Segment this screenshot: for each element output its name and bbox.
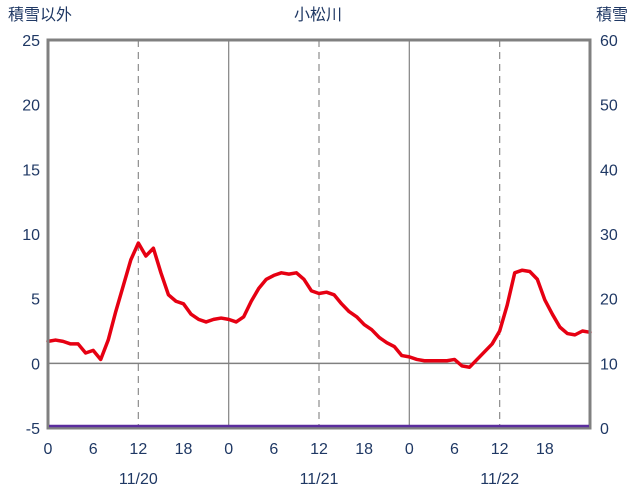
x-hour-tick-label: 18 [355, 441, 373, 458]
x-hour-tick-label: 0 [44, 441, 53, 458]
y-left-tick-label: 15 [22, 162, 40, 179]
y-right-tick-label: 60 [600, 33, 618, 50]
x-hour-tick-label: 6 [89, 441, 98, 458]
x-hour-tick-label: 18 [536, 441, 554, 458]
y-left-tick-label: 0 [31, 356, 40, 373]
x-hour-tick-label: 6 [269, 441, 278, 458]
x-hour-tick-label: 12 [491, 441, 509, 458]
y-right-tick-label: 30 [600, 227, 618, 244]
x-hour-tick-label: 12 [310, 441, 328, 458]
x-hour-tick-label: 0 [405, 441, 414, 458]
x-date-label: 11/21 [300, 471, 339, 488]
plot-border [46, 38, 592, 430]
x-date-label: 11/22 [480, 471, 519, 488]
chart-title: 小松川 [293, 7, 342, 24]
y-left-tick-label: 25 [22, 33, 40, 50]
y-left-tick-label: 10 [22, 227, 40, 244]
y-right-tick-label: 0 [600, 421, 609, 438]
y-left-tick-label: 20 [22, 98, 40, 115]
y-right-tick-label: 40 [600, 162, 618, 179]
series-line-other-than-snow [46, 241, 592, 369]
x-hour-tick-label: 18 [175, 441, 193, 458]
y-right-tick-label: 10 [600, 356, 618, 373]
y-right-tick-label: 20 [600, 292, 618, 309]
y-left-tick-label: 5 [31, 292, 40, 309]
right-axis-label: 積雪 [595, 7, 628, 24]
x-hour-tick-label: 6 [450, 441, 459, 458]
x-hour-tick-label: 0 [224, 441, 233, 458]
x-date-label: 11/20 [119, 471, 158, 488]
y-left-tick-label: -5 [26, 421, 40, 438]
y-right-tick-label: 50 [600, 98, 618, 115]
x-hour-tick-label: 12 [129, 441, 147, 458]
left-axis-label: 積雪以外 [8, 7, 73, 24]
